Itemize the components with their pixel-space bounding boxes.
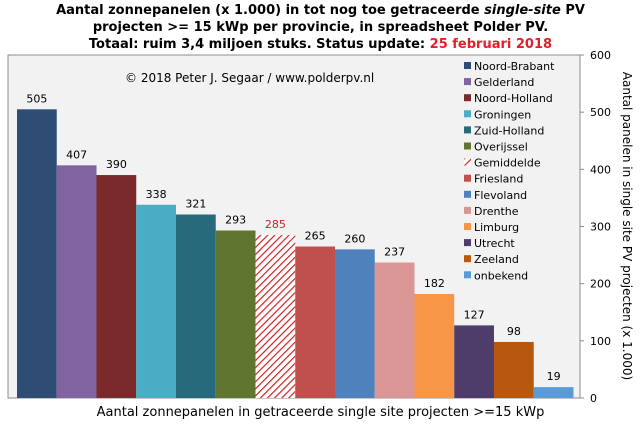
y-tick-label: 500 [590, 106, 611, 119]
y-tick-label: 0 [590, 392, 597, 405]
bar-utrecht [454, 325, 494, 398]
title-line-2: projecten >= 15 kWp per provincie, in sp… [92, 20, 549, 35]
legend-swatch [464, 239, 471, 247]
bar-zeeland [494, 341, 534, 398]
legend-swatch [464, 174, 471, 182]
bar-gelderland [56, 165, 97, 398]
legend-item: Drenthe [474, 205, 519, 218]
data-label: 265 [305, 230, 326, 243]
bar-onbekend [533, 387, 574, 398]
legend-item: Zeeland [474, 253, 519, 266]
bar-drenthe [374, 262, 415, 398]
y-tick-label: 600 [590, 49, 611, 62]
data-label: 127 [464, 308, 485, 321]
legend-swatch [464, 223, 471, 230]
data-label: 98 [507, 325, 521, 338]
data-label: 321 [185, 197, 206, 210]
legend-swatch [464, 206, 471, 214]
data-label: 390 [106, 158, 127, 171]
legend-swatch [464, 62, 471, 69]
data-label: 260 [344, 232, 365, 245]
legend-item: Flevoland [474, 189, 527, 202]
legend-item: Gemiddelde [474, 157, 541, 170]
legend-swatch [464, 110, 471, 118]
bar-groningen [136, 204, 176, 398]
legend-item: Limburg [474, 221, 519, 234]
bar-overijssel [215, 230, 256, 398]
title-line-3: Totaal: ruim 3,4 miljoen stuks. Status u… [88, 37, 553, 52]
bar-friesland [295, 246, 335, 398]
legend-item: Friesland [474, 173, 523, 186]
y-tick-label: 400 [590, 163, 611, 176]
legend-swatch [464, 271, 471, 279]
title-line-1: Aantal zonnepanelen (x 1.000) in tot nog… [56, 3, 585, 18]
data-label: 338 [146, 188, 167, 201]
y-tick-label: 300 [590, 221, 611, 234]
legend-item: Gelderland [474, 76, 534, 89]
legend-swatch [464, 94, 471, 102]
bar-noord-brabant [17, 109, 57, 398]
data-label: 285 [265, 218, 286, 231]
data-label: 293 [225, 214, 246, 227]
data-label: 407 [66, 148, 87, 161]
legend-item: Overijssel [474, 141, 528, 154]
legend-swatch [464, 190, 471, 198]
legend-item: Noord-Brabant [474, 60, 555, 73]
status-date: 25 februari 2018 [429, 37, 553, 52]
data-label: 182 [424, 277, 445, 290]
legend-item: Utrecht [474, 237, 515, 250]
legend-item: onbekend [474, 269, 528, 282]
data-label: 19 [547, 370, 561, 383]
bar-zuid-holland [176, 214, 216, 398]
copyright-text: © 2018 Peter J. Segaar / www.polderpv.nl [125, 71, 374, 85]
x-axis-label: Aantal zonnepanelen in getraceerde singl… [96, 405, 545, 420]
data-label: 505 [26, 92, 47, 105]
bar-gemiddelde [255, 235, 296, 398]
y-tick-label: 100 [590, 335, 611, 348]
legend-item: Noord-Holland [474, 92, 553, 105]
bar-flevoland [335, 249, 375, 398]
legend-swatch [464, 126, 471, 134]
legend-item: Zuid-Holland [474, 124, 544, 137]
legend-swatch [464, 255, 471, 263]
chart-title: Aantal zonnepanelen (x 1.000) in tot nog… [0, 2, 641, 53]
legend-swatch [464, 158, 471, 166]
legend-swatch [464, 78, 471, 86]
y-axis-label: Aantal panelen in single site PV project… [620, 72, 634, 380]
bar-noord-holland [96, 175, 137, 398]
bar-limburg [414, 293, 455, 398]
y-tick-label: 200 [590, 278, 611, 291]
legend-item: Groningen [474, 108, 531, 121]
data-label: 237 [384, 246, 405, 259]
legend-swatch [464, 142, 471, 150]
